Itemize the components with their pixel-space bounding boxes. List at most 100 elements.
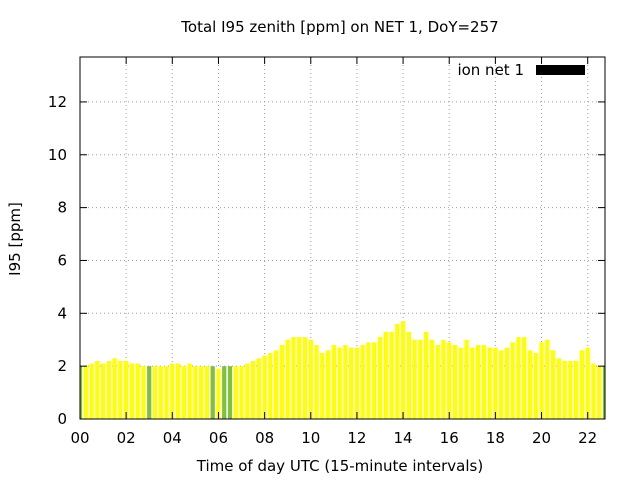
bar [499,350,504,419]
bar [424,331,429,419]
bar [129,363,135,419]
bar [193,366,198,419]
bar [354,347,360,419]
bar [227,366,233,419]
bar [135,363,140,419]
y-axis-label: I95 [ppm] [6,202,24,276]
plot-frame [79,56,606,420]
bar [481,345,486,419]
bar [308,339,313,419]
bar [175,363,181,419]
bar [112,358,117,419]
x-tick-label: 06 [209,429,228,447]
bar [527,350,533,419]
bar [418,339,423,419]
x-tick-label: 08 [255,429,274,447]
axes [79,56,606,420]
bar [377,337,383,419]
bar [233,366,238,419]
bar [158,366,163,419]
bar [591,363,596,419]
bar [412,339,417,419]
bar [297,337,302,419]
bar [245,363,250,419]
x-tick-label: 12 [347,429,366,447]
bar [325,350,331,419]
bar [452,345,458,419]
x-tick-label: 14 [394,429,413,447]
bar [372,342,377,419]
bar [250,360,256,419]
bar [493,347,498,419]
bar [118,360,123,419]
bar [239,366,244,419]
x-axis-label: Time of day UTC (15-minute intervals) [196,457,483,475]
bar [199,366,204,419]
bar [470,347,475,419]
bar [447,342,452,419]
bar [504,347,510,419]
y-tick-label: 8 [57,199,67,217]
bar [100,363,106,419]
bar [216,368,221,419]
y-tick-label: 10 [48,146,67,164]
bar [141,366,146,419]
bar [475,345,481,419]
bar [204,366,210,419]
x-tick-label: 16 [440,429,459,447]
bar [395,323,400,419]
bar [487,347,492,419]
bar [337,347,342,419]
y-tick-label: 4 [57,304,67,322]
bar [602,366,605,419]
bar [210,366,215,419]
bar [285,339,290,419]
bar [366,342,371,419]
bar [83,366,88,419]
bar [360,345,365,419]
bar [429,339,435,419]
x-tick-label: 04 [163,429,182,447]
bar [164,366,169,419]
bar [124,360,129,419]
bar [383,331,388,419]
bar [279,345,285,419]
legend-swatch [536,65,585,75]
bar [349,347,354,419]
bar [314,345,319,419]
x-tick-label: 02 [117,429,136,447]
bar [274,350,279,419]
bars [80,321,605,419]
legend-label: ion net 1 [457,61,524,79]
bar [291,337,296,419]
bar [331,345,336,419]
bar [320,352,325,419]
bar [545,339,550,419]
bar [516,337,521,419]
bar [147,366,152,419]
y-tick-label: 2 [57,357,67,375]
bar [95,360,100,419]
y-tick-label: 12 [48,93,67,111]
bar [80,366,83,419]
bar [268,352,273,419]
chart-title: Total I95 zenith [ppm] on NET 1, DoY=257 [180,18,498,36]
grid-lines [80,57,605,419]
x-tick-label: 18 [486,429,505,447]
bar [181,366,186,419]
bar [597,366,602,419]
bar [89,363,94,419]
bar [464,339,469,419]
legend: ion net 1 [457,61,585,79]
bar [187,363,192,419]
bar [574,360,579,419]
x-tick-label: 10 [301,429,320,447]
bar [435,345,440,419]
bar [262,355,267,419]
x-tick-label: 22 [578,429,597,447]
bar [222,366,227,419]
bar [406,331,411,419]
